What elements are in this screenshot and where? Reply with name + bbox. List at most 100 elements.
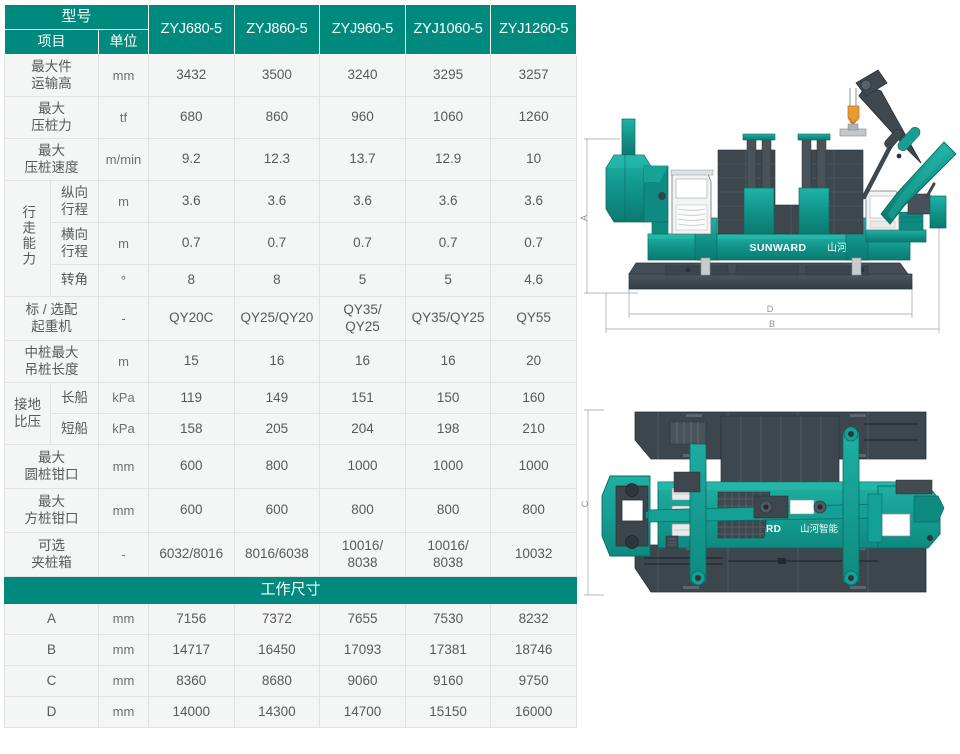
row-label: A bbox=[4, 603, 99, 635]
cell-value: 16 bbox=[404, 340, 492, 383]
cell-value: 6032/8016 bbox=[148, 532, 235, 577]
misc-details-top bbox=[665, 421, 918, 549]
cell-value: 205 bbox=[233, 413, 321, 445]
table-row: C mm 8360 8680 9060 9160 9750 bbox=[4, 665, 577, 697]
hinge-blocks bbox=[753, 495, 827, 519]
cell-value: 8232 bbox=[490, 603, 577, 635]
cell-value: 204 bbox=[319, 413, 406, 445]
dimension-label-C: C bbox=[580, 500, 590, 507]
cell-value: 3500 bbox=[233, 54, 321, 97]
cell-value: QY25/QY20 bbox=[233, 296, 321, 341]
turret-top bbox=[867, 479, 945, 549]
cell-value: 0.7 bbox=[233, 222, 321, 265]
row-label: 长船 bbox=[50, 382, 99, 414]
header-model-5: ZYJ1260-5 bbox=[490, 4, 577, 55]
row-label: C bbox=[4, 665, 99, 697]
cell-value: 9.2 bbox=[148, 138, 235, 181]
row-unit: mm bbox=[98, 488, 149, 533]
cell-value: 680 bbox=[148, 96, 235, 139]
cell-value: 960 bbox=[319, 96, 406, 139]
cell-value: QY55 bbox=[490, 296, 577, 341]
cell-value: 150 bbox=[404, 382, 492, 414]
cell-value: 7655 bbox=[319, 603, 406, 635]
dimension-label-B: B bbox=[769, 319, 775, 329]
press-cylinders bbox=[742, 133, 831, 235]
row-label: 转角 bbox=[50, 264, 99, 297]
cell-value: 0.7 bbox=[404, 222, 492, 265]
cell-value: 16 bbox=[233, 340, 321, 383]
cell-value: 7372 bbox=[233, 603, 321, 635]
header-model-group: 型号 bbox=[4, 4, 149, 30]
cell-value: 20 bbox=[490, 340, 577, 383]
table-row: 横向 行程 m 0.7 0.7 0.7 0.7 0.7 bbox=[5, 222, 577, 265]
dimension-lines-side bbox=[584, 138, 940, 333]
cell-value: 16450 bbox=[233, 634, 321, 666]
cell-value: QY20C bbox=[148, 296, 235, 341]
counterweight-stack bbox=[717, 149, 864, 235]
cell-value: 1000 bbox=[404, 444, 492, 489]
cell-value: 151 bbox=[319, 382, 406, 414]
cell-value: 1000 bbox=[490, 444, 577, 489]
cell-value: 3.6 bbox=[319, 180, 406, 223]
cell-value: 3295 bbox=[404, 54, 492, 97]
cell-value: 18746 bbox=[490, 634, 577, 666]
table-row: 最大 压桩力 tf 680 860 960 1060 1260 bbox=[4, 96, 577, 139]
cell-value: 210 bbox=[490, 413, 577, 445]
header-model-4: ZYJ1060-5 bbox=[404, 4, 492, 55]
dimension-label-D: D bbox=[767, 304, 774, 314]
cell-value: 800 bbox=[404, 488, 492, 533]
cell-value: 3.6 bbox=[148, 180, 235, 223]
table-row: 标 / 选配 起重机 - QY20C QY25/QY20 QY35/ QY25 … bbox=[4, 296, 577, 341]
cell-value: 0.7 bbox=[490, 222, 577, 265]
header-model-3: ZYJ960-5 bbox=[319, 4, 406, 55]
row-unit: m/min bbox=[98, 138, 149, 181]
cell-value: 5 bbox=[404, 264, 492, 297]
cell-value: 3257 bbox=[490, 54, 577, 97]
cell-value: 16 bbox=[319, 340, 406, 383]
row-label: B bbox=[4, 634, 99, 666]
row-label: 横向 行程 bbox=[50, 222, 99, 265]
machine-illustrations: A D B SUNWARD bbox=[578, 0, 960, 754]
cell-value: 10 bbox=[490, 138, 577, 181]
cell-value: 800 bbox=[319, 488, 406, 533]
row-label: 可选 夹桩箱 bbox=[4, 532, 99, 577]
top-view-figure: C bbox=[578, 388, 960, 650]
brand-text-cn-top: 山河智能 bbox=[800, 523, 839, 535]
header-model-2: ZYJ860-5 bbox=[233, 4, 321, 55]
table-row: 行走能力 纵向 行程 m 3.6 3.6 3.6 3.6 3.6 bbox=[4, 180, 577, 297]
row-unit: mm bbox=[98, 444, 149, 489]
cell-value: 800 bbox=[490, 488, 577, 533]
row-label: 中桩最大 吊桩长度 bbox=[4, 340, 99, 383]
cell-value: 158 bbox=[148, 413, 235, 445]
cell-value: 3.6 bbox=[490, 180, 577, 223]
cell-value: 8 bbox=[148, 264, 235, 297]
brand-text-side: SUNWARD bbox=[749, 242, 806, 254]
side-view-drawing: A D B SUNWARD bbox=[579, 69, 957, 333]
row-unit: mm bbox=[98, 665, 149, 697]
cell-value: 198 bbox=[404, 413, 492, 445]
track-shoe-lower bbox=[634, 544, 927, 593]
header-unit: 单位 bbox=[98, 29, 149, 55]
cell-value: 8680 bbox=[233, 665, 321, 697]
row-label: 短船 bbox=[50, 413, 99, 445]
base-platform bbox=[628, 262, 913, 290]
table-row: 中桩最大 吊桩长度 m 15 16 16 16 20 bbox=[4, 340, 577, 383]
cell-value: 13.7 bbox=[319, 138, 406, 181]
row-label: D bbox=[4, 696, 99, 728]
cell-value: 8 bbox=[233, 264, 321, 297]
row-unit: - bbox=[98, 532, 149, 577]
row-unit: m bbox=[98, 222, 149, 265]
header-model-1: ZYJ680-5 bbox=[148, 4, 235, 55]
cell-value: 600 bbox=[148, 488, 235, 533]
row-unit: m bbox=[98, 340, 149, 383]
row-unit: ° bbox=[98, 264, 149, 297]
cell-value: 17093 bbox=[319, 634, 406, 666]
row-label: 最大件 运输高 bbox=[4, 54, 99, 97]
table-body: 最大件 运输高 mm 3432 3500 3240 3295 3257 最大 压… bbox=[4, 54, 577, 728]
cell-value: 800 bbox=[233, 444, 321, 489]
cell-value: 14000 bbox=[148, 696, 235, 728]
header-row-item-unit: 项目 单位 bbox=[4, 29, 577, 55]
crane-boom bbox=[855, 69, 957, 225]
cell-value: 9750 bbox=[490, 665, 577, 697]
row-unit: kPa bbox=[98, 382, 149, 414]
